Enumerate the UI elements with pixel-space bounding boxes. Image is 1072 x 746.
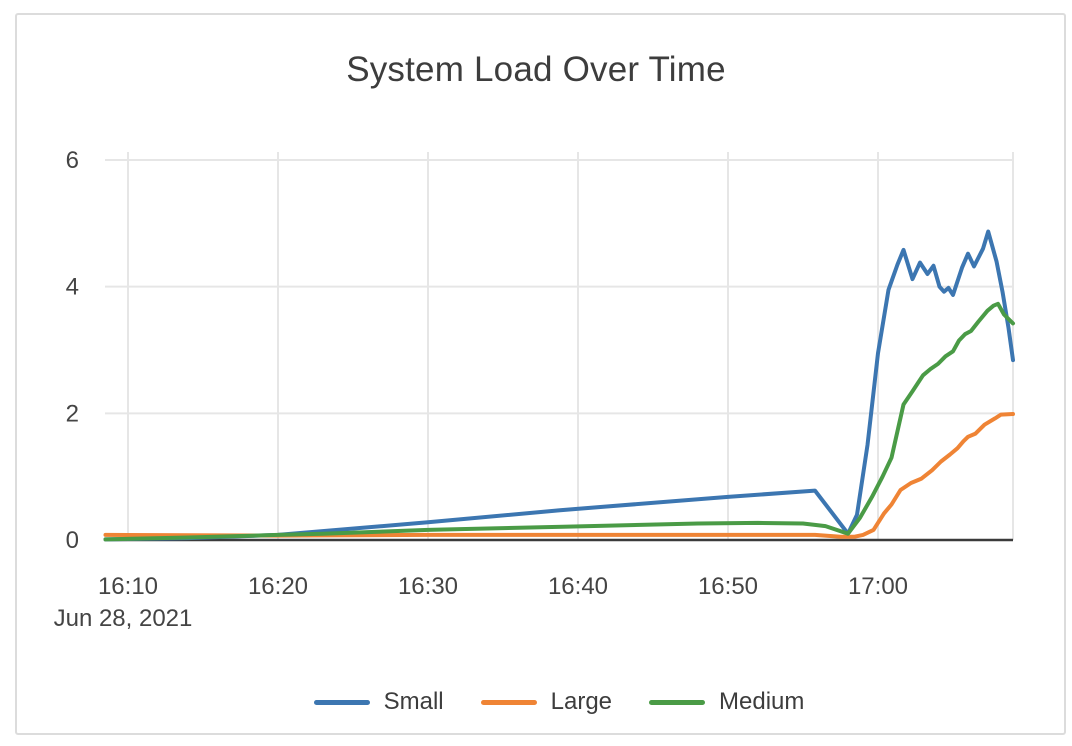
- x-tick-label: 16:30: [398, 573, 458, 600]
- legend-label-large: Large: [550, 688, 613, 715]
- series-line-large: [103, 412, 1015, 539]
- x-tick-label: 16:50: [698, 573, 758, 600]
- chart-legend: Small Large Medium: [105, 689, 1013, 715]
- x-tick-label: 16:10: [98, 573, 158, 600]
- series-line-small: [103, 229, 1015, 542]
- legend-line-icon-large: [480, 699, 537, 705]
- legend-line-icon-small: [313, 699, 370, 705]
- y-tick-label: 0: [66, 527, 79, 554]
- legend-item-small[interactable]: Small: [313, 688, 444, 715]
- x-tick-label: 16:40: [548, 573, 608, 600]
- legend-line-icon-medium: [649, 699, 706, 705]
- x-axis-date-label: Jun 28, 2021: [53, 605, 193, 632]
- legend-label-medium: Medium: [719, 688, 805, 715]
- legend-label-small: Small: [383, 688, 444, 715]
- y-tick-label: 4: [66, 274, 79, 301]
- chart-card: [15, 13, 1066, 735]
- y-tick-label: 2: [66, 400, 79, 427]
- x-tick-label: 16:20: [248, 573, 308, 600]
- x-tick-label: 17:00: [848, 573, 908, 600]
- chart-title: System Load Over Time: [346, 50, 726, 89]
- legend-item-large[interactable]: Large: [480, 688, 613, 715]
- series-line-medium: [103, 301, 1015, 542]
- y-tick-label: 6: [66, 147, 79, 174]
- legend-item-medium[interactable]: Medium: [649, 689, 804, 715]
